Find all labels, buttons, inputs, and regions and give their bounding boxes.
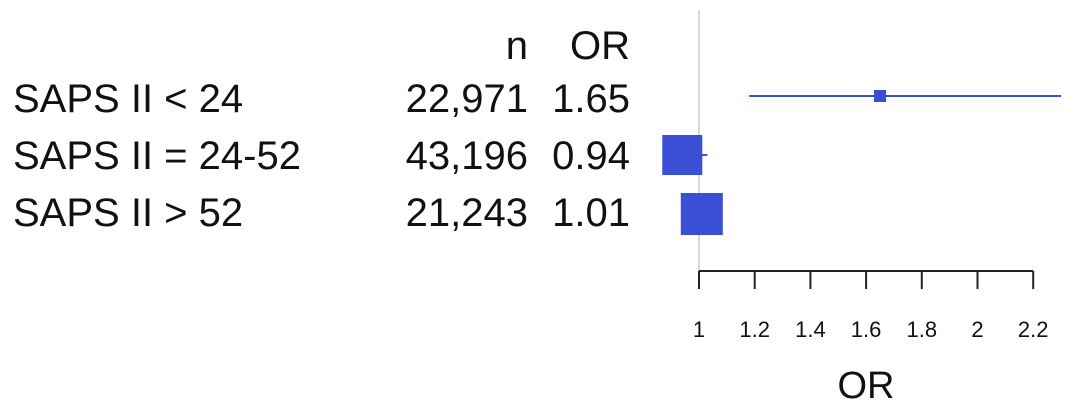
row-label-saps-24-52: SAPS II = 24-52 [13, 134, 301, 178]
x-axis-title: OR [838, 365, 895, 406]
n-column-header: n [505, 24, 528, 68]
x-tick-label: 1 [693, 317, 705, 342]
x-tick-label: 2 [971, 317, 983, 342]
row-or-saps-lt-24: 1.65 [552, 77, 630, 121]
point-marker [662, 135, 703, 175]
x-tick-label: 2.2 [1018, 317, 1049, 342]
point-marker [680, 193, 723, 235]
row-label-saps-gt-52: SAPS II > 52 [13, 191, 244, 235]
row-or-saps-gt-52: 1.01 [552, 191, 630, 235]
row-n-saps-gt-52: 21,243 [405, 191, 528, 235]
x-tick-label: 1.6 [851, 317, 882, 342]
point-marker [874, 90, 887, 102]
x-tick-label: 1.4 [795, 317, 826, 342]
row-or-saps-24-52: 0.94 [552, 134, 630, 178]
x-tick-label: 1.2 [739, 317, 770, 342]
or-column-header: OR [570, 24, 630, 68]
row-n-saps-lt-24: 22,971 [405, 77, 528, 121]
x-tick-label: 1.8 [907, 317, 938, 342]
row-n-saps-24-52: 43,196 [405, 134, 528, 178]
row-label-saps-lt-24: SAPS II < 24 [13, 77, 244, 121]
